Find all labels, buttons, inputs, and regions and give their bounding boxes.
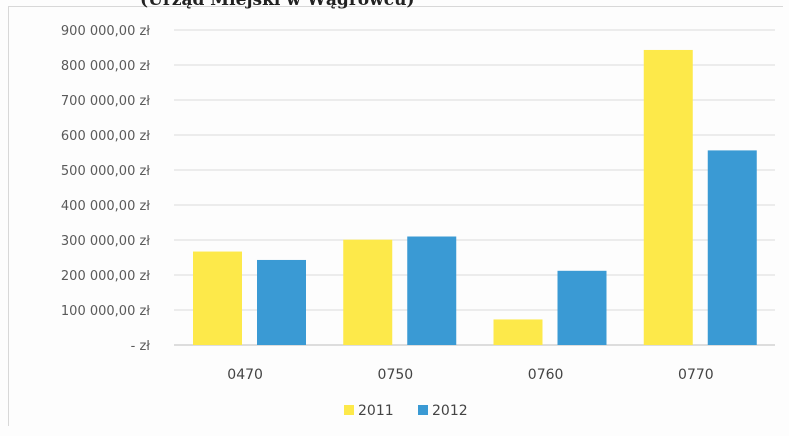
chart-title: (Urząd Miejski w Wągrowcu) <box>140 0 415 10</box>
bar-2011-0770 <box>643 49 693 345</box>
y-tick-label: 800 000,00 zł <box>61 59 150 74</box>
y-tick-label: - zł <box>131 339 151 354</box>
x-category-label: 0470 <box>227 367 263 383</box>
x-category-label: 0770 <box>678 367 714 383</box>
frame-border-top <box>8 6 783 7</box>
bar-2011-0470 <box>193 251 242 345</box>
x-category-label: 0760 <box>528 367 564 383</box>
legend-swatch-2011 <box>344 405 354 415</box>
y-tick-label: 400 000,00 zł <box>61 199 150 214</box>
legend-label-2012: 2012 <box>432 403 468 419</box>
bar-2012-0470 <box>257 259 306 345</box>
y-tick-label: 300 000,00 zł <box>61 234 150 249</box>
bar-2012-0770 <box>707 150 757 345</box>
bar-2012-0760 <box>557 270 607 345</box>
y-tick-label: 100 000,00 zł <box>61 304 150 319</box>
legend-label-2011: 2011 <box>358 403 394 419</box>
bar-2011-0750 <box>343 239 393 345</box>
bar-2012-0750 <box>407 236 457 345</box>
bar-2011-0760 <box>493 319 543 345</box>
y-tick-label: 600 000,00 zł <box>61 129 150 144</box>
y-tick-label: 500 000,00 zł <box>61 164 150 179</box>
y-tick-label: 900 000,00 zł <box>61 24 150 39</box>
x-category-label: 0750 <box>378 367 414 383</box>
y-tick-label: 700 000,00 zł <box>61 94 150 109</box>
frame-border-left <box>8 6 9 426</box>
legend-swatch-2012 <box>418 405 428 415</box>
y-tick-label: 200 000,00 zł <box>61 269 150 284</box>
